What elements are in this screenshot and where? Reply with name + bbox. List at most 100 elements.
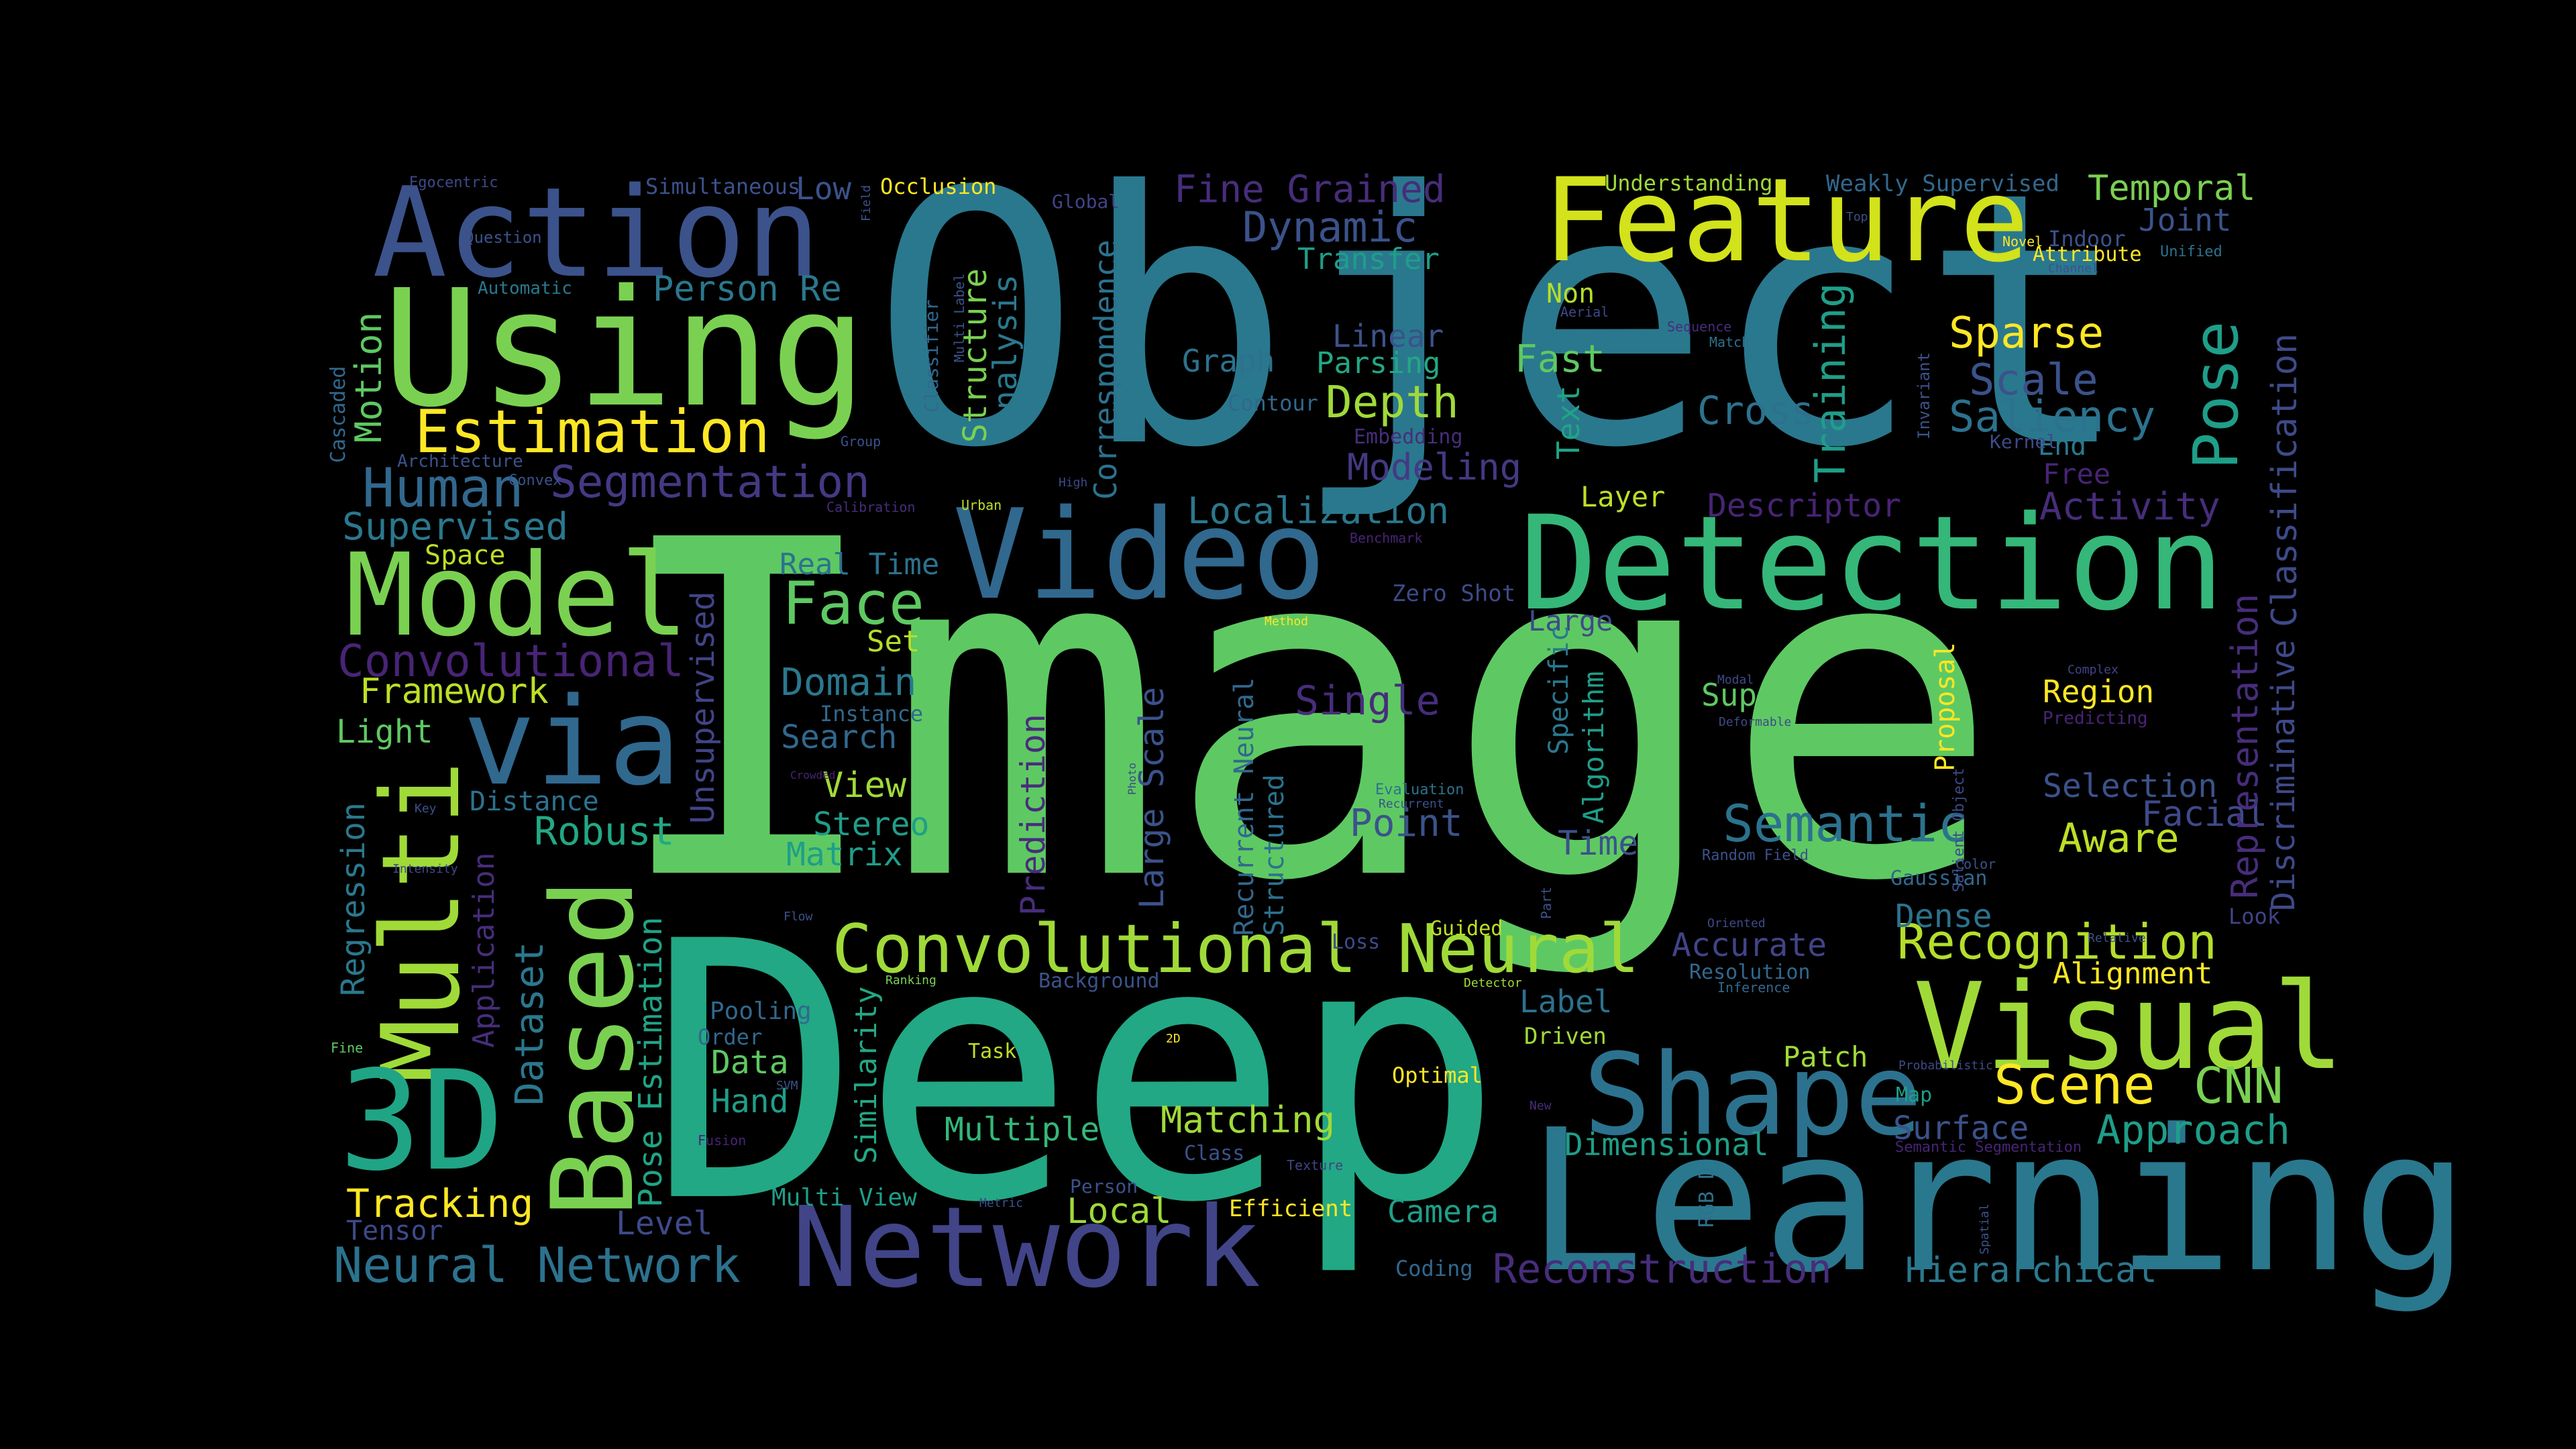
word-crowded: Crowded	[790, 769, 836, 782]
word-zero-shot: Zero Shot	[1392, 580, 1516, 607]
word-proposal: Proposal	[1930, 642, 1961, 771]
word-dataset: Dataset	[506, 941, 552, 1106]
word-robust: Robust	[534, 808, 675, 854]
word-data: Data	[711, 1044, 789, 1081]
word-group: Group	[841, 433, 881, 449]
word-supervised: Supervised	[342, 505, 569, 549]
word-class: Class	[1184, 1142, 1245, 1165]
word-representation: Representation	[2224, 593, 2266, 899]
word-graph: Graph	[1182, 343, 1275, 379]
word-pose: Pose	[2180, 321, 2252, 470]
word-motion: Motion	[347, 311, 390, 443]
word-relative: Relative	[2088, 931, 2146, 945]
word-driven: Driven	[1524, 1023, 1607, 1050]
word-salient-object: Salient Object	[1951, 767, 1968, 892]
word-shape: Shape	[1583, 1029, 1923, 1161]
word-gaussian: Gaussian	[1890, 867, 1988, 890]
word-fusion: Fusion	[698, 1132, 747, 1148]
word-contour: Contour	[1228, 390, 1318, 416]
word-tensor: Tensor	[346, 1216, 443, 1246]
word-semantic: Semantic	[1723, 794, 1969, 853]
word-discriminative: Discriminative	[2265, 639, 2302, 911]
word-cross: Cross	[1697, 388, 1815, 433]
word-stereo: Stereo	[813, 806, 930, 843]
word-model: Model	[345, 529, 689, 662]
word-segmentation: Segmentation	[550, 456, 870, 508]
word-label: Label	[1519, 983, 1613, 1020]
word-activity: Activity	[2039, 485, 2220, 529]
word-correspondence: Correspondence	[1087, 239, 1124, 500]
word-ranking: Ranking	[885, 973, 936, 987]
word-color: Color	[1955, 856, 1996, 872]
word-modal: Modal	[1717, 673, 1754, 687]
word-loss: Loss	[1332, 930, 1381, 954]
word-simultaneous: Simultaneous	[645, 174, 801, 199]
word-recurrent: Recurrent	[1379, 797, 1444, 811]
word-local: Local	[1067, 1191, 1172, 1232]
word-fine: Fine	[331, 1040, 364, 1056]
word-dynamic: Dynamic	[1242, 203, 1418, 252]
word-layer: Layer	[1580, 480, 1666, 513]
word-hand: Hand	[711, 1083, 789, 1120]
word-temporal: Temporal	[2088, 168, 2256, 209]
word-metric: Metric	[979, 1196, 1024, 1210]
word-surface: Surface	[1893, 1110, 2029, 1147]
word-convex: Convex	[508, 472, 562, 489]
word-complex: Complex	[2068, 663, 2118, 677]
word-matrix: Matrix	[786, 836, 903, 873]
word-sparse: Sparse	[1949, 309, 2104, 358]
word-classifier: Classifier	[920, 299, 943, 413]
word-alignment: Alignment	[2053, 957, 2213, 991]
word-attribute: Attribute	[2033, 243, 2142, 266]
word-time: Time	[1558, 824, 1639, 863]
word-depth: Depth	[1326, 376, 1459, 428]
word-deep: Deep	[647, 866, 1504, 1280]
word-descriptor: Descriptor	[1707, 487, 1901, 525]
word-aerial: Aerial	[1560, 304, 1609, 320]
word-indoor: Indoor	[2048, 226, 2126, 252]
word-using: Using	[382, 255, 867, 443]
word-end: End	[2038, 431, 2087, 462]
word-large: Large	[1528, 604, 1613, 637]
word-calibration: Calibration	[826, 499, 916, 515]
word-space: Space	[425, 540, 506, 571]
word-person-re: Person Re	[653, 269, 842, 309]
word-aware: Aware	[2058, 815, 2180, 862]
word-predicting: Predicting	[2043, 708, 2148, 729]
word-evaluation: Evaluation	[1375, 782, 1464, 798]
word-view: View	[822, 765, 907, 806]
word-single: Single	[1295, 678, 1440, 724]
word-low: Low	[796, 170, 852, 207]
word-modeling: Modeling	[1347, 446, 1522, 488]
word-unified: Unified	[2160, 244, 2222, 260]
word-kernel: Kernel	[1990, 431, 2058, 453]
word-urban: Urban	[961, 497, 1002, 513]
word-real-time: Real Time	[780, 547, 940, 582]
word-training: Training	[1806, 282, 1855, 483]
word-set: Set	[867, 625, 920, 659]
word-non: Non	[1546, 278, 1595, 309]
word-camera: Camera	[1387, 1193, 1499, 1230]
word-human: Human	[362, 457, 524, 519]
word-pose-estimation: Pose Estimation	[632, 916, 669, 1208]
word-key: Key	[415, 802, 437, 816]
word-text: Text	[1550, 385, 1587, 460]
word-domain: Domain	[781, 661, 917, 704]
word-joint: Joint	[2139, 202, 2232, 238]
word-analysis: Analysis	[987, 274, 1024, 429]
word-visual: Visual	[1913, 957, 2345, 1096]
word-sequence: Sequence	[1667, 319, 1732, 335]
word-application: Application	[467, 852, 501, 1048]
word-large-scale: Large Scale	[1132, 686, 1171, 909]
word-random-field: Random Field	[1702, 847, 1809, 864]
word-inference: Inference	[1717, 979, 1790, 996]
word-linear: Linear	[1332, 318, 1444, 354]
word-tracking: Tracking	[346, 1181, 534, 1226]
word-action: Action	[372, 160, 821, 305]
word-learning: Learning	[1526, 1087, 2470, 1316]
word-recurrent-neural: Recurrent Neural	[1229, 677, 1260, 936]
word-unsupervised: Unsupervised	[684, 591, 722, 824]
word-level: Level	[616, 1205, 713, 1242]
word-matching: Matching	[1161, 1099, 1336, 1141]
word-region: Region	[2043, 674, 2155, 710]
